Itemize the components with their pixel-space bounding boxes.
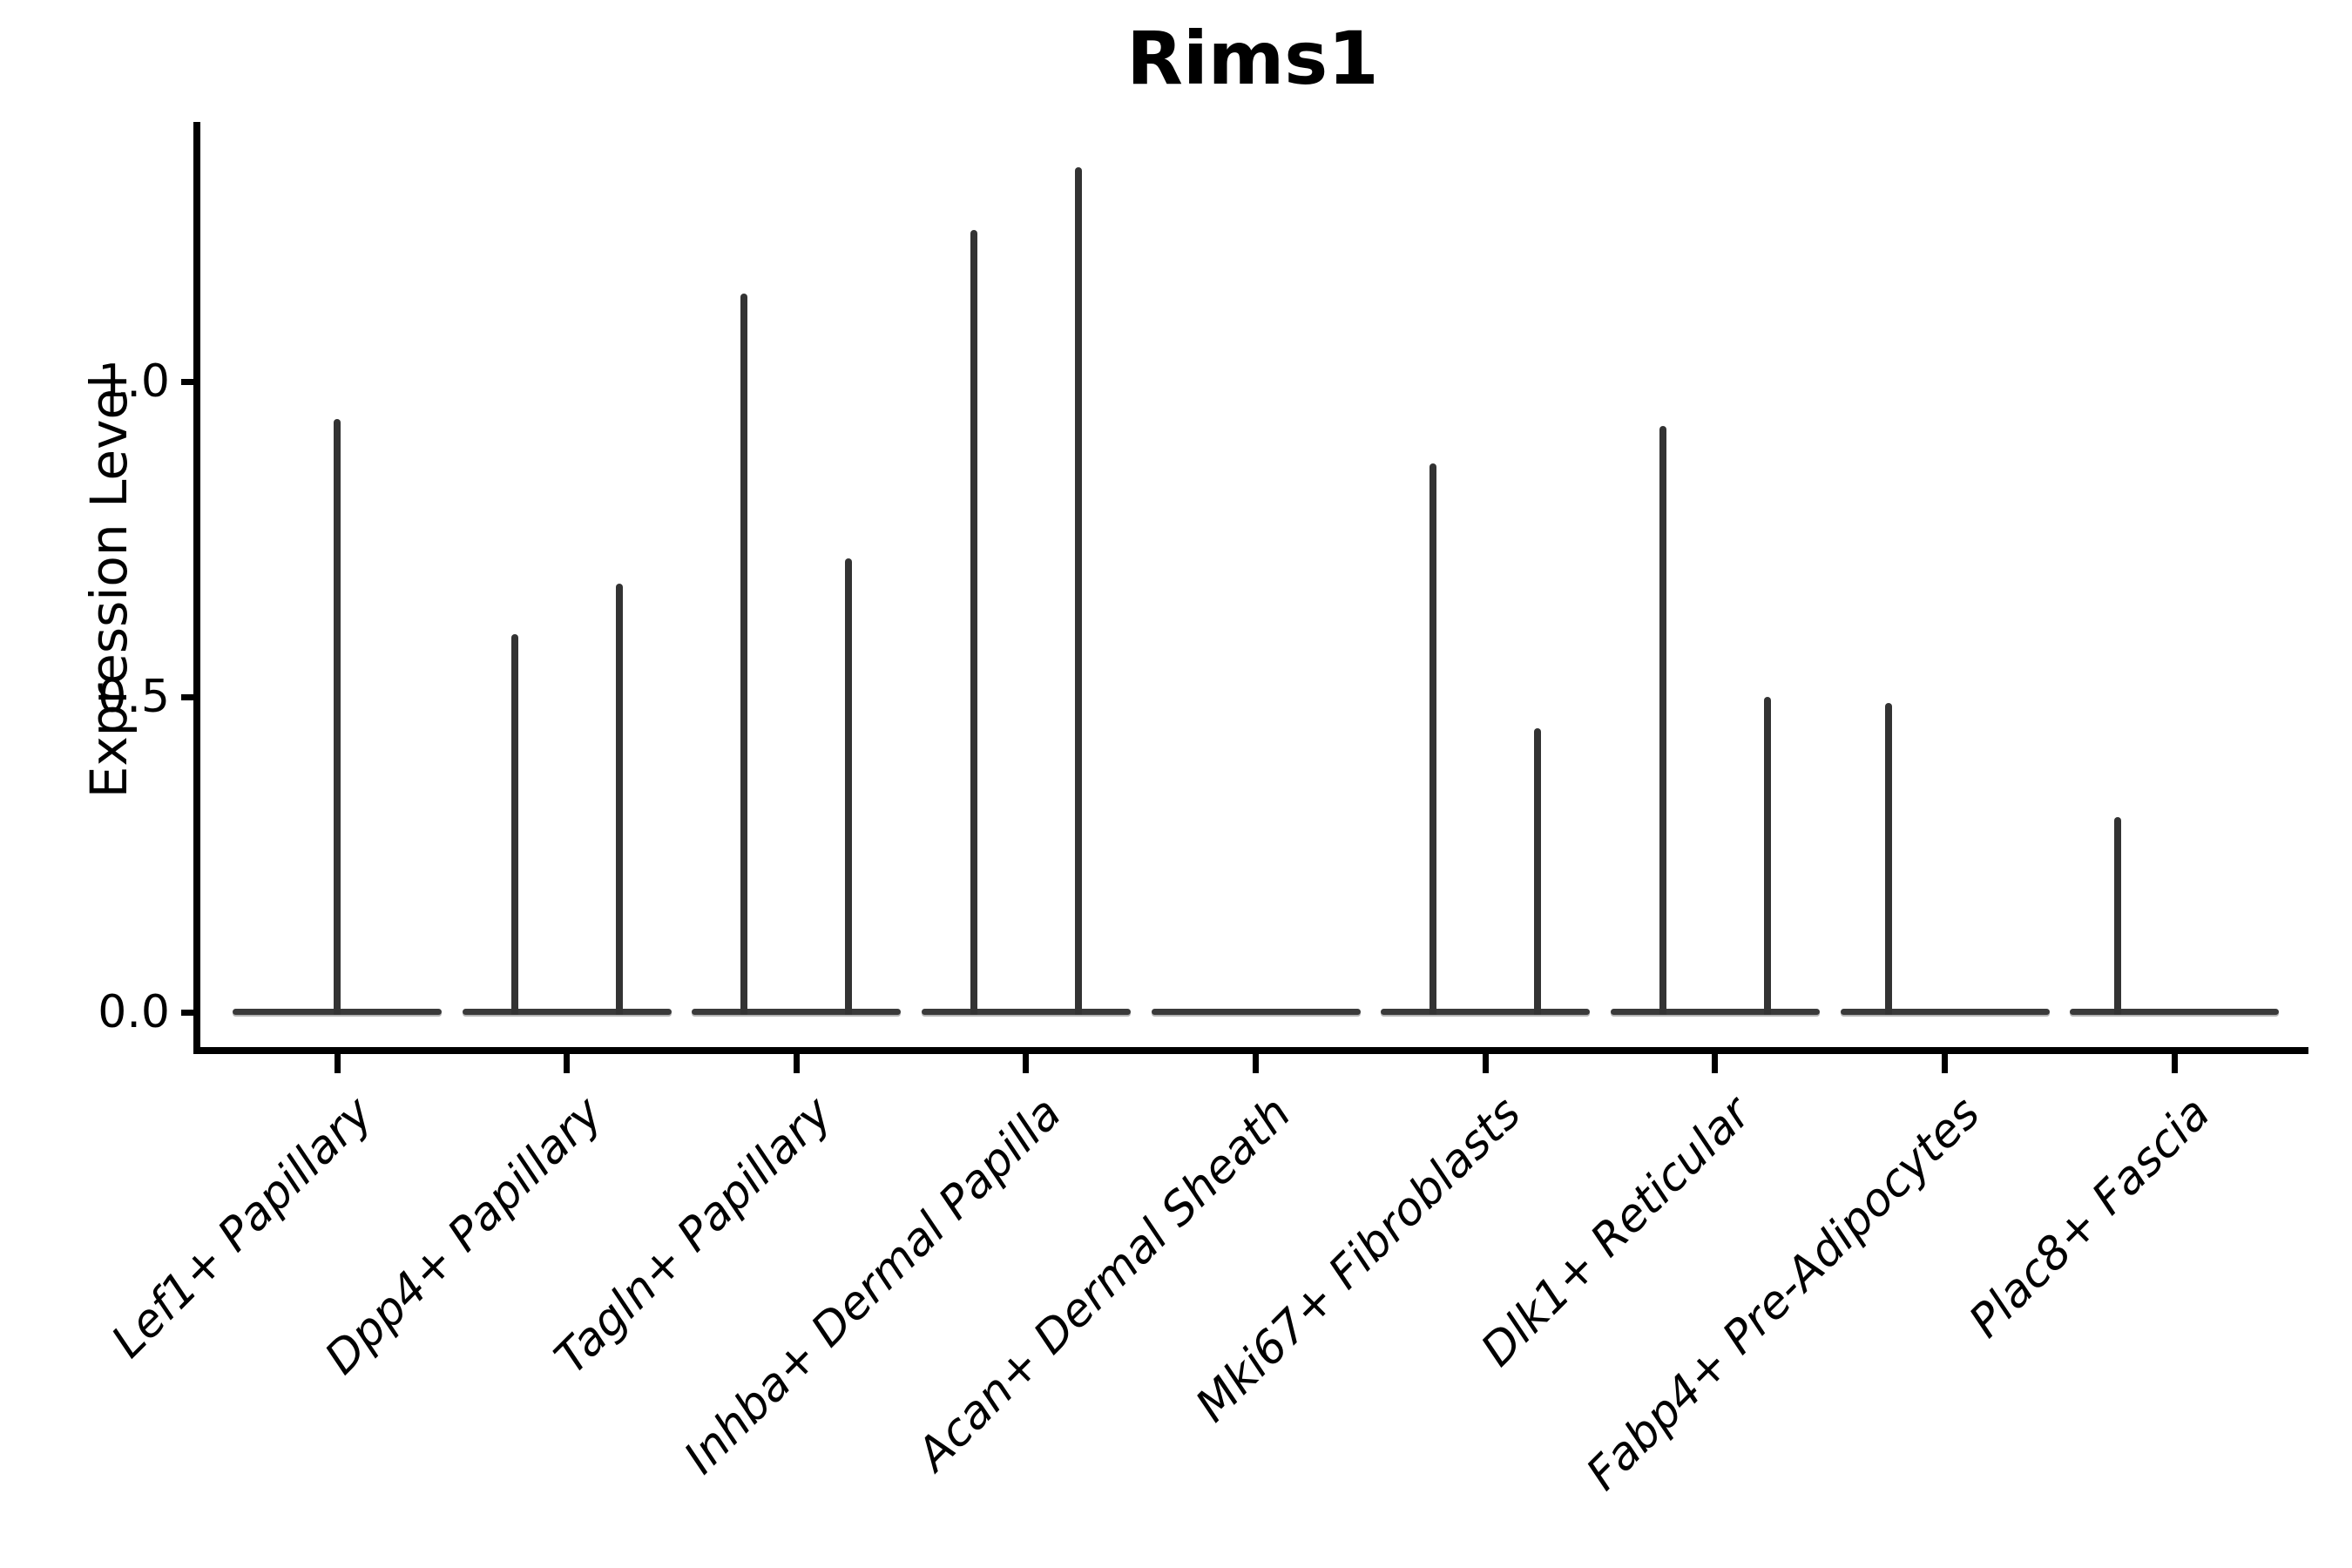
x-tick: [1712, 1051, 1719, 1073]
y-axis-label: Expression Level: [79, 374, 139, 799]
violin-base: [1840, 1009, 2050, 1015]
expression-spike: [1659, 425, 1666, 1015]
expression-spike: [1884, 703, 1892, 1015]
y-tick-label: 1.0: [98, 355, 170, 408]
expression-spike: [1534, 728, 1542, 1015]
x-tick: [1482, 1051, 1489, 1073]
expression-spike: [845, 558, 853, 1015]
x-tick-label: Plac8+ Fascia: [1959, 1087, 2220, 1348]
y-axis-spine: [193, 122, 200, 1051]
x-axis-spine: [193, 1047, 2308, 1054]
x-tick: [793, 1051, 800, 1073]
x-tick-label: Inhba+ Dermal Papilla: [674, 1087, 1072, 1484]
x-tick: [1253, 1051, 1260, 1073]
x-tick-label: Fabp4+ Pre-Adipocytes: [1577, 1087, 1990, 1501]
y-tick-label: 0.5: [98, 671, 170, 723]
violin-base: [1381, 1009, 1591, 1015]
y-tick-label: 0.0: [98, 986, 170, 1038]
violin-base: [2070, 1009, 2280, 1015]
violin-base: [692, 1009, 902, 1015]
violin-base: [462, 1009, 672, 1015]
expression-spike: [970, 230, 977, 1015]
expression-spike: [510, 633, 518, 1015]
y-tick: [181, 1009, 197, 1016]
expression-spike: [1429, 463, 1437, 1015]
x-tick: [1023, 1051, 1030, 1073]
expression-spike: [1763, 697, 1771, 1015]
x-tick: [564, 1051, 571, 1073]
violin-base: [921, 1009, 1131, 1015]
expression-spike: [334, 419, 341, 1015]
expression-spike: [2114, 816, 2122, 1015]
expression-spike: [1074, 166, 1082, 1015]
x-tick-label: Acan+ Dermal Sheath: [908, 1087, 1302, 1481]
x-tick: [334, 1051, 341, 1073]
y-tick: [181, 693, 197, 700]
chart-title: Rims1: [1126, 16, 1379, 101]
x-tick: [2171, 1051, 2178, 1073]
expression-spike: [740, 293, 748, 1015]
violin-base: [1151, 1009, 1361, 1015]
expression-spike: [615, 583, 623, 1015]
x-tick: [1942, 1051, 1949, 1073]
violin-base: [1610, 1009, 1820, 1015]
y-tick: [181, 378, 197, 385]
